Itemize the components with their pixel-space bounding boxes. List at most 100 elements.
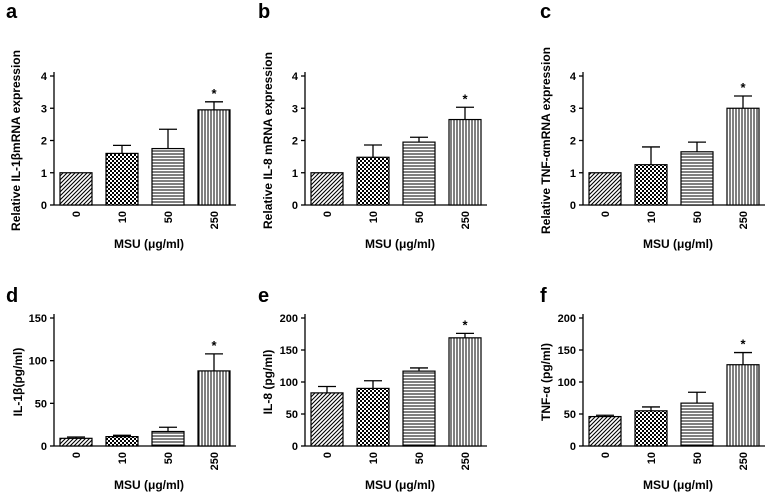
y-tick-label: 50 <box>286 409 298 421</box>
y-tick-label: 150 <box>558 345 576 357</box>
significance-marker: * <box>211 86 217 101</box>
y-axis-label: TNF-α (pg/ml) <box>539 343 553 421</box>
x-tick-label: 10 <box>646 211 658 223</box>
bar-250 <box>726 107 760 206</box>
y-tick-label: 200 <box>558 313 576 325</box>
x-tick-label: 50 <box>163 452 175 464</box>
x-tick-label: 0 <box>71 452 83 458</box>
x-tick-label: 50 <box>414 452 426 464</box>
chart-panel-d: d IL-1β(pg/ml) 0 50 100 150 0 10 50 * 250 MSU (μg/m… <box>6 285 236 492</box>
x-tick-label: 250 <box>460 452 472 470</box>
chart-panel-b: b Relative IL-8 mRNA expression 0 1 2 3 4 0 10 50… <box>258 1 487 251</box>
bar-50 <box>680 402 714 447</box>
panel-letter: d <box>6 285 18 307</box>
y-tick-label: 200 <box>280 313 298 325</box>
bar-0 <box>310 392 344 447</box>
significance-marker: * <box>211 338 217 353</box>
y-tick-label: 0 <box>292 441 298 453</box>
x-axis-label: MSU (μg/ml) <box>643 478 713 492</box>
x-tick-label: 10 <box>117 452 129 464</box>
panel-letter: c <box>540 1 551 23</box>
y-tick-label: 50 <box>564 409 576 421</box>
x-axis-label: MSU (μg/ml) <box>365 237 435 251</box>
x-tick-label: 0 <box>71 211 83 217</box>
y-tick-label: 150 <box>29 313 47 325</box>
y-tick-label: 4 <box>570 71 577 83</box>
bar-10 <box>634 164 668 206</box>
x-tick-label: 0 <box>322 452 334 458</box>
bar-0 <box>59 437 93 447</box>
x-tick-label: 0 <box>600 452 612 458</box>
x-axis-label: MSU (μg/ml) <box>643 237 713 251</box>
x-axis-label: MSU (μg/ml) <box>114 237 184 251</box>
x-tick-label: 10 <box>368 211 380 223</box>
bar-250 <box>448 337 482 447</box>
x-tick-label: 0 <box>600 211 612 217</box>
y-tick-label: 0 <box>570 441 576 453</box>
panel-letter: e <box>258 285 269 307</box>
y-tick-label: 2 <box>570 136 576 148</box>
y-tick-label: 2 <box>292 136 298 148</box>
bar-50 <box>680 151 714 206</box>
y-axis-label: Relative IL-1βmRNA expression <box>9 50 23 231</box>
panel-letter: b <box>258 1 270 23</box>
chart-panel-e: e IL-8 (pg/ml) 0 50 100 150 200 0 10 50 * 250 MSU (μ… <box>258 285 487 492</box>
significance-marker: * <box>462 317 468 332</box>
bar-10 <box>105 152 139 206</box>
bar-50 <box>402 370 436 447</box>
bar-0 <box>59 172 93 206</box>
y-tick-label: 2 <box>41 136 47 148</box>
y-tick-label: 3 <box>41 103 47 115</box>
chart-panel-c: c Relative TNF-αmRNA expression 0 1 2 3 4 0 10 50… <box>539 1 765 251</box>
x-tick-label: 10 <box>646 452 658 464</box>
y-tick-label: 0 <box>292 200 298 212</box>
y-tick-label: 0 <box>41 200 47 212</box>
bar-250 <box>197 370 231 447</box>
x-tick-label: 50 <box>692 211 704 223</box>
significance-marker: * <box>462 91 468 106</box>
bar-10 <box>356 387 390 447</box>
bar-50 <box>151 147 185 206</box>
y-tick-label: 4 <box>41 71 48 83</box>
y-tick-label: 100 <box>29 356 47 368</box>
y-tick-label: 100 <box>558 377 576 389</box>
panel-letter: a <box>6 1 18 23</box>
x-tick-label: 250 <box>209 211 221 229</box>
bar-0 <box>310 172 344 206</box>
x-tick-label: 250 <box>460 211 472 229</box>
y-axis-label: IL-1β(pg/ml) <box>11 348 25 417</box>
y-tick-label: 150 <box>280 345 298 357</box>
y-tick-label: 3 <box>570 103 576 115</box>
x-tick-label: 250 <box>209 452 221 470</box>
significance-marker: * <box>740 80 746 95</box>
chart-panel-a: a Relative IL-1βmRNA expression 0 1 2 3 4 0 10 50… <box>6 1 236 251</box>
x-tick-label: 50 <box>163 211 175 223</box>
panel-letter: f <box>540 285 547 307</box>
y-tick-label: 100 <box>280 377 298 389</box>
bar-0 <box>588 172 622 206</box>
bar-250 <box>197 109 231 206</box>
x-tick-label: 250 <box>738 211 750 229</box>
y-tick-label: 3 <box>292 103 298 115</box>
y-tick-label: 50 <box>35 398 47 410</box>
y-tick-label: 4 <box>292 71 299 83</box>
x-axis-label: MSU (μg/ml) <box>114 478 184 492</box>
bar-250 <box>726 364 760 447</box>
y-tick-label: 0 <box>570 200 576 212</box>
x-tick-label: 10 <box>117 211 129 223</box>
bar-10 <box>356 156 390 206</box>
x-tick-label: 250 <box>738 452 750 470</box>
x-axis-label: MSU (μg/ml) <box>365 478 435 492</box>
x-tick-label: 50 <box>692 452 704 464</box>
x-tick-label: 10 <box>368 452 380 464</box>
x-tick-label: 50 <box>414 211 426 223</box>
y-axis-label: Relative IL-8 mRNA expression <box>261 52 275 229</box>
y-tick-label: 1 <box>292 168 298 180</box>
y-axis-label: IL-8 (pg/ml) <box>261 350 275 415</box>
chart-panel-f: f TNF-α (pg/ml) 0 50 100 150 200 0 10 50 * 250 MSU (… <box>539 285 765 492</box>
bar-10 <box>634 410 668 447</box>
y-axis-label: Relative TNF-αmRNA expression <box>539 47 553 234</box>
y-tick-label: 1 <box>570 168 576 180</box>
bar-50 <box>402 141 436 206</box>
